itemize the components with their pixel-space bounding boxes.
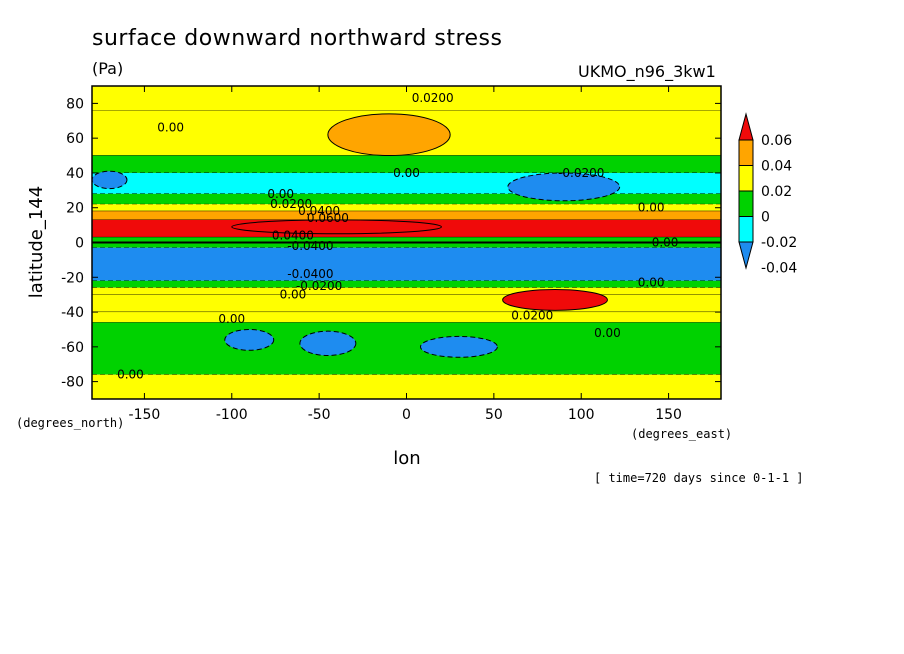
colorbar-label: -0.04 bbox=[761, 261, 797, 277]
zonal-band bbox=[92, 247, 721, 281]
colorbar-label: -0.02 bbox=[761, 235, 797, 251]
zonal-band bbox=[92, 287, 721, 295]
zonal-band bbox=[92, 322, 721, 375]
x-tick-label: -100 bbox=[216, 407, 248, 423]
colorbar-swatch bbox=[738, 139, 754, 166]
y-axis-units: (degrees_north) bbox=[16, 416, 124, 430]
contour-label: -0.0200 bbox=[296, 279, 342, 293]
colorbar: 0.06 0.04 0.02 0 -0.02 -0.04 bbox=[738, 112, 797, 277]
chart-units: (Pa) bbox=[92, 59, 123, 78]
model-name: UKMO_n96_3kw1 bbox=[578, 62, 716, 82]
colorbar-label: 0.02 bbox=[761, 184, 792, 200]
contour-label: 0.00 bbox=[267, 187, 294, 201]
contour-label: 0.0600 bbox=[307, 211, 349, 225]
y-axis-label: latitude_144 bbox=[26, 186, 47, 298]
y-tick-label: 80 bbox=[66, 96, 84, 112]
y-tick-label: 40 bbox=[66, 166, 84, 182]
contour-label: 0.0400 bbox=[272, 229, 314, 243]
colorbar-label: 0 bbox=[761, 210, 770, 226]
y-tick-label: -80 bbox=[61, 375, 84, 391]
contour-label: 0.00 bbox=[218, 312, 245, 326]
contour-region bbox=[507, 172, 621, 202]
colorbar-swatch bbox=[738, 190, 754, 217]
zonal-band bbox=[92, 155, 721, 173]
contour-label: 0.00 bbox=[117, 368, 144, 382]
contour-label: 0.00 bbox=[638, 201, 665, 215]
y-tick-label: -60 bbox=[61, 340, 84, 356]
zonal-band bbox=[92, 204, 721, 212]
contour-label: 0.00 bbox=[393, 166, 420, 180]
y-tick-label: 60 bbox=[66, 131, 84, 147]
x-tick-label: 0 bbox=[402, 407, 411, 423]
x-tick-label: -50 bbox=[308, 407, 331, 423]
zonal-band bbox=[92, 211, 721, 220]
contour-label: -0.0400 bbox=[287, 267, 333, 281]
x-tick-label: -150 bbox=[129, 407, 161, 423]
zonal-band bbox=[92, 280, 721, 288]
contour-label: -0.0200 bbox=[558, 166, 604, 180]
contour-label: 0.00 bbox=[594, 326, 621, 340]
x-axis-label: lon bbox=[393, 448, 420, 469]
x-tick-label: 100 bbox=[568, 407, 595, 423]
chart-title: surface downward northward stress bbox=[92, 26, 502, 51]
colorbar-swatch bbox=[738, 216, 754, 243]
contour-region bbox=[92, 170, 128, 190]
x-tick-label: 50 bbox=[485, 407, 503, 423]
y-tick-label: -40 bbox=[61, 305, 84, 321]
contour-region bbox=[327, 113, 451, 157]
zonal-band bbox=[92, 312, 721, 323]
contour-region bbox=[502, 288, 608, 311]
plot-area: 0.02000.00-0.02000.000.000.02000.04000.0… bbox=[92, 86, 721, 399]
contour-label: 0.00 bbox=[638, 275, 665, 289]
zonal-band bbox=[92, 193, 721, 205]
contour-label: 0.0200 bbox=[511, 309, 553, 323]
contour-region bbox=[299, 330, 357, 357]
zonal-band bbox=[92, 294, 721, 313]
x-axis-units: (degrees_east) bbox=[631, 427, 732, 441]
y-tick-label: -20 bbox=[61, 270, 84, 286]
contour-label: 0.0400 bbox=[298, 204, 340, 218]
colorbar-arrow-top bbox=[738, 112, 754, 141]
colorbar-label: 0.06 bbox=[761, 133, 792, 149]
contour-region bbox=[419, 335, 498, 358]
x-tick-label: 150 bbox=[655, 407, 682, 423]
colorbar-swatch bbox=[738, 165, 754, 192]
time-note: [ time=720 days since 0-1-1 ] bbox=[594, 471, 804, 485]
contour-region bbox=[231, 219, 442, 235]
contour-label: 0.00 bbox=[157, 121, 184, 135]
y-tick-label: 0 bbox=[75, 236, 84, 252]
y-axis-ticks: 80 60 40 20 0 -20 -40 -60 -80 bbox=[61, 96, 721, 391]
contour-label: -0.0400 bbox=[287, 239, 333, 253]
colorbar-label: 0.04 bbox=[761, 159, 792, 175]
contour-label: 0.0200 bbox=[270, 197, 312, 211]
contour-label: 0.00 bbox=[280, 288, 307, 302]
y-tick-label: 20 bbox=[66, 201, 84, 217]
colorbar-arrow-bottom bbox=[738, 241, 754, 270]
contour-region bbox=[224, 328, 275, 351]
contour-label: 0.0200 bbox=[412, 91, 454, 105]
x-axis-ticks: -150 -100 -50 0 50 100 150 bbox=[129, 86, 682, 423]
contour-label: 0.00 bbox=[652, 236, 679, 250]
